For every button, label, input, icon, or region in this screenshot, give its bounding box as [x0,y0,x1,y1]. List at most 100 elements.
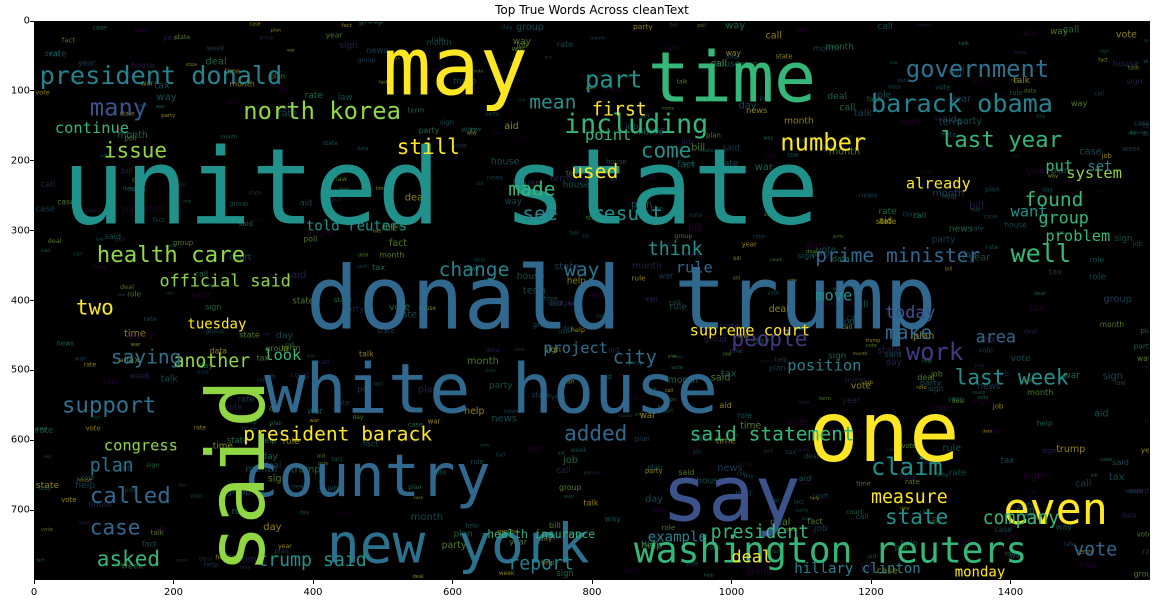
filler-word: way [461,124,478,134]
y-tick-label: 0 [23,15,30,27]
filler-word: call [856,512,869,521]
filler-word: help [975,363,985,369]
word-tuesday: tuesday [187,316,246,332]
filler-word: plan [562,378,575,385]
filler-word: said [795,26,808,34]
filler-word: group [229,200,248,208]
filler-word: party [633,22,653,31]
filler-word: bill [549,520,561,530]
filler-word: term [939,117,962,128]
word-another: another [174,351,251,372]
filler-word: deal [48,237,62,245]
filler-word: vote [767,291,779,297]
filler-word: role [279,102,297,113]
filler-word: week [292,220,308,226]
filler-word: state [532,391,552,400]
word-vote: vote [1073,540,1117,561]
filler-word: state [377,327,395,335]
filler-word: state [120,112,135,118]
filler-word: group [627,360,643,366]
filler-word: rate [194,426,206,432]
filler-word: year [278,543,292,550]
filler-word: news [267,82,283,89]
word-put: put [1045,157,1073,175]
filler-word: fact [630,394,643,402]
filler-word: way [92,262,108,271]
filler-word: court [919,169,932,175]
filler-word: vote [257,378,268,384]
filler-word: fact [772,549,780,554]
word-supreme-court: supreme court [690,321,810,339]
filler-word: day [1042,187,1053,193]
filler-word: job [1090,473,1098,479]
filler-word: role [849,21,862,23]
filler-word: data [799,480,813,486]
filler-word: tax [257,354,270,363]
filler-word: bill [854,299,869,310]
filler-word: job [813,524,828,534]
filler-word: group [516,22,544,33]
filler-word: news [859,191,878,200]
filler-word: house [639,126,664,136]
filler-word: call [597,319,608,327]
filler-word: tax [721,368,737,379]
filler-word: plan [631,200,652,211]
filler-word: help [260,436,277,445]
filler-word: help [901,539,918,548]
word-move: move [815,287,852,305]
filler-word: day [39,484,52,492]
filler-word: help [75,480,95,491]
word-found: found [1025,188,1084,211]
filler-word: plan [270,421,283,427]
filler-word: state [36,480,60,491]
filler-word: vote [1005,552,1018,558]
filler-word: fact [389,238,407,249]
filler-word: court [813,493,829,500]
filler-word: vote [1018,499,1036,509]
filler-word: bill [625,73,631,78]
word-last-year: last year [941,127,1062,153]
filler-word: party [833,234,844,239]
word-company: company [983,508,1060,529]
filler-word: tax [1030,303,1045,314]
y-tick-mark [30,20,34,22]
filler-word: day [276,330,293,341]
filler-word: law [922,357,932,364]
filler-word: fact [794,499,804,505]
filler-word: fact [373,382,383,388]
filler-word: bill [691,142,705,153]
word-support: support [62,392,156,418]
word-used: used [571,160,618,183]
word-city: city [613,347,657,368]
filler-word: aid [581,233,588,239]
filler-word: job [1101,152,1112,160]
filler-word: day [744,474,755,480]
filler-word: deal [589,291,605,300]
filler-word: state [227,436,249,446]
filler-word: month [813,43,839,53]
filler-word: day [199,361,214,370]
filler-word: vote [602,85,614,91]
filler-word: said [728,344,744,353]
filler-word: role [971,208,981,214]
filler-word: rate [986,244,999,251]
word-report: report [508,554,574,575]
filler-word: case [114,562,126,568]
filler-word: month [1027,387,1053,397]
filler-word: poll [760,95,772,102]
filler-word: day [263,522,281,533]
word-group: group [1038,208,1089,228]
filler-word: war [883,414,895,422]
filler-word: rate [817,431,827,437]
filler-word: sign [262,331,271,336]
word-may: may [383,21,528,113]
filler-word: sign [134,26,147,34]
filler-word: term [523,285,546,296]
filler-word: group [674,233,692,240]
filler-word: sign [268,474,288,485]
filler-word: trump [866,338,881,344]
filler-word: week [165,243,177,249]
filler-word: aid [300,197,312,207]
filler-word: call [665,388,673,394]
filler-word: rule [943,443,962,454]
